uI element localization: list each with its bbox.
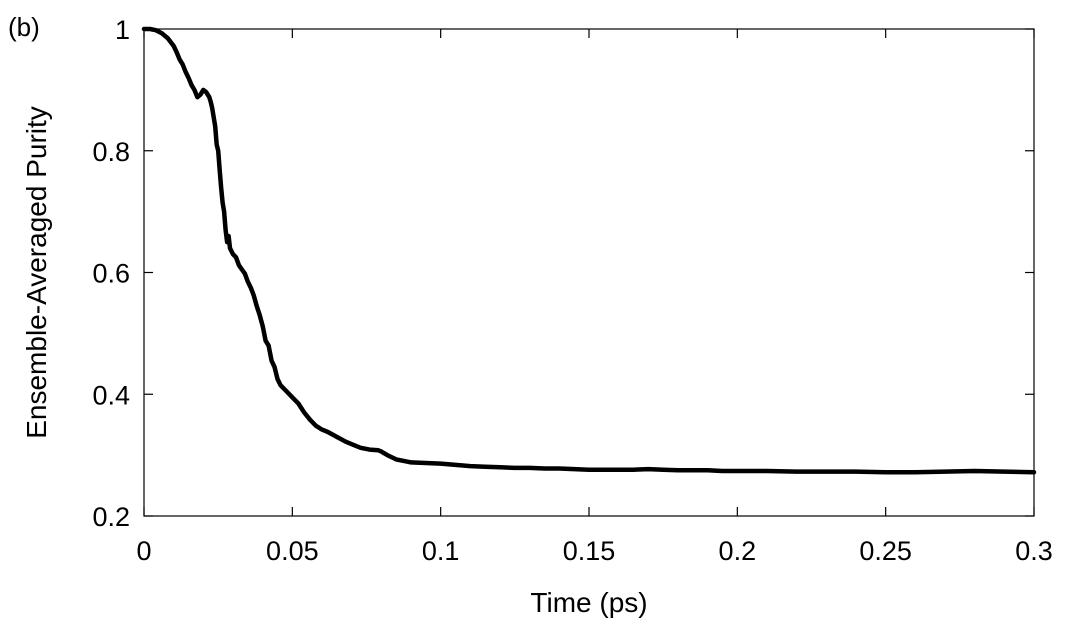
x-tick-label: 0.2 [719, 536, 757, 566]
y-axis-ticks: 0.2 0.4 0.6 0.8 1 [92, 15, 1034, 532]
x-tick-label: 0.05 [266, 536, 319, 566]
y-axis-title: Ensemble-Averaged Purity [21, 106, 52, 439]
panel-label: (b) [8, 12, 40, 42]
x-axis-ticks: 0 0.05 0.1 0.15 0.2 0.25 0.3 [136, 29, 1053, 566]
y-tick-label: 0.4 [92, 380, 130, 410]
x-tick-label: 0.1 [422, 536, 460, 566]
series-line-0 [141, 26, 1037, 475]
x-tick-label: 0.25 [859, 536, 912, 566]
y-tick-label: 1 [115, 15, 130, 45]
y-tick-label: 0.8 [92, 137, 130, 167]
x-tick-label: 0.15 [563, 536, 616, 566]
x-tick-label: 0.3 [1015, 536, 1053, 566]
x-axis-title: Time (ps) [530, 587, 647, 618]
y-tick-label: 0.6 [92, 259, 130, 289]
plot-frame [143, 28, 1035, 517]
x-tick-label: 0 [136, 536, 151, 566]
y-tick-label: 0.2 [92, 502, 130, 532]
series-layer [141, 26, 1037, 475]
